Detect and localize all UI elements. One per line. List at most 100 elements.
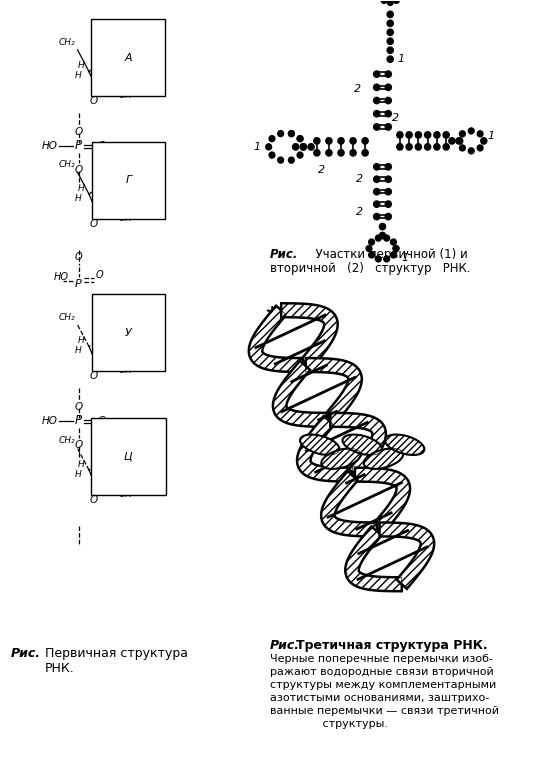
Text: У: У (125, 328, 132, 338)
Circle shape (269, 152, 275, 158)
Text: O: O (89, 219, 98, 229)
Circle shape (374, 188, 380, 195)
Text: Черные поперечные перемычки изоб-: Черные поперечные перемычки изоб- (269, 654, 492, 664)
Text: H: H (121, 350, 128, 359)
Text: P: P (75, 139, 82, 152)
Circle shape (424, 144, 431, 150)
Polygon shape (321, 471, 377, 537)
Text: P: P (75, 414, 82, 428)
Circle shape (375, 256, 381, 262)
Text: O: O (103, 168, 110, 179)
Circle shape (387, 20, 393, 26)
Polygon shape (330, 413, 386, 478)
Text: Рис.: Рис. (269, 639, 300, 652)
Circle shape (269, 136, 275, 142)
Circle shape (481, 138, 487, 144)
Circle shape (366, 245, 372, 251)
Ellipse shape (364, 448, 403, 469)
Text: H: H (121, 473, 128, 482)
Circle shape (459, 145, 465, 151)
Circle shape (374, 98, 380, 104)
Circle shape (385, 111, 391, 117)
Ellipse shape (321, 448, 360, 469)
Text: 1: 1 (254, 142, 261, 152)
Text: P: P (75, 279, 82, 289)
Text: РНК.: РНК. (45, 662, 75, 675)
Text: CH₂: CH₂ (59, 38, 76, 47)
Circle shape (338, 138, 344, 144)
Circle shape (468, 148, 474, 154)
Text: H: H (121, 197, 128, 206)
Polygon shape (306, 358, 362, 423)
Text: Первичная структура: Первичная структура (45, 647, 188, 660)
Ellipse shape (300, 435, 339, 455)
Circle shape (297, 152, 303, 158)
Text: CH₂: CH₂ (59, 160, 76, 170)
Circle shape (394, 0, 399, 3)
Circle shape (293, 144, 299, 150)
Circle shape (297, 136, 303, 142)
Text: 2: 2 (356, 207, 363, 217)
Circle shape (374, 213, 380, 220)
Circle shape (289, 131, 294, 136)
Circle shape (456, 138, 461, 144)
Text: 2: 2 (318, 165, 325, 175)
Text: O: O (89, 495, 98, 505)
Text: А: А (125, 53, 132, 63)
Text: O: O (89, 372, 98, 382)
Circle shape (385, 71, 391, 77)
Text: H: H (126, 184, 132, 193)
Circle shape (381, 0, 387, 3)
Circle shape (443, 144, 449, 150)
Polygon shape (273, 361, 328, 427)
Ellipse shape (343, 435, 382, 455)
Text: H: H (127, 194, 134, 203)
Circle shape (384, 235, 390, 241)
Circle shape (379, 232, 386, 238)
Text: 1: 1 (487, 131, 495, 141)
Circle shape (415, 132, 422, 138)
Circle shape (385, 201, 391, 207)
Text: O: O (98, 141, 106, 151)
Circle shape (397, 132, 403, 138)
Circle shape (374, 201, 380, 207)
Text: H: H (77, 61, 84, 70)
Text: O: O (75, 165, 83, 175)
Circle shape (350, 138, 356, 144)
Circle shape (385, 176, 391, 182)
Circle shape (385, 164, 391, 170)
Circle shape (397, 144, 403, 150)
Circle shape (379, 223, 386, 229)
Circle shape (387, 38, 393, 45)
Text: Ц: Ц (124, 451, 132, 461)
Text: вторичной   (2)   структур   РНК.: вторичной (2) структур РНК. (269, 263, 470, 276)
Circle shape (406, 132, 412, 138)
Text: H: H (126, 459, 132, 469)
Circle shape (289, 157, 294, 163)
Text: OH: OH (119, 490, 132, 499)
Circle shape (434, 132, 440, 138)
Text: HO: HO (41, 141, 57, 151)
Text: Третичная структура РНК.: Третичная структура РНК. (296, 639, 487, 652)
Polygon shape (355, 468, 410, 534)
Circle shape (314, 138, 320, 144)
Circle shape (374, 111, 380, 117)
Text: O: O (75, 252, 82, 263)
Circle shape (385, 188, 391, 195)
Text: 1: 1 (398, 55, 405, 64)
Text: H: H (126, 336, 132, 345)
Circle shape (338, 150, 344, 156)
Circle shape (375, 235, 381, 241)
Circle shape (289, 131, 294, 136)
Circle shape (388, 0, 393, 5)
Circle shape (374, 84, 380, 91)
Circle shape (385, 123, 391, 130)
Polygon shape (346, 526, 402, 591)
Circle shape (449, 138, 455, 144)
Text: 2: 2 (391, 113, 399, 123)
Circle shape (457, 138, 463, 144)
Text: H: H (75, 346, 81, 355)
Text: H: H (75, 194, 81, 203)
Circle shape (477, 131, 483, 137)
Circle shape (443, 132, 449, 138)
